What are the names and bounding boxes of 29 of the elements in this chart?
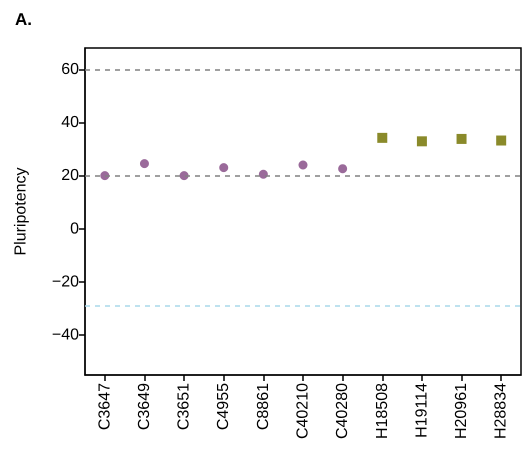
point xyxy=(496,136,506,146)
point xyxy=(140,159,149,168)
point xyxy=(416,136,427,146)
y-axis-title: Pluripotency xyxy=(12,167,30,256)
x-tick-label: C8861 xyxy=(254,382,272,430)
point xyxy=(338,164,348,174)
point xyxy=(258,170,268,179)
point xyxy=(219,163,228,172)
y-tick-label: 20 xyxy=(61,167,80,184)
point xyxy=(180,171,189,180)
x-tick-label: H19114 xyxy=(413,382,430,438)
y-tick-label: 40 xyxy=(61,114,80,131)
point xyxy=(298,160,308,170)
chart-title: A. xyxy=(15,10,32,29)
x-tick-label: C3651 xyxy=(176,382,193,430)
y-tick-label: −20 xyxy=(52,273,80,290)
x-tick-label: H18508 xyxy=(374,382,391,440)
point xyxy=(456,134,467,144)
x-tick-label: C4955 xyxy=(215,382,232,430)
x-tick-label: H28834 xyxy=(492,382,510,440)
x-tick-label: C3647 xyxy=(96,382,114,430)
x-tick-label: H20961 xyxy=(453,382,470,440)
y-tick-label: 60 xyxy=(61,60,80,78)
y-tick-label: 0 xyxy=(70,220,80,238)
point xyxy=(377,132,388,143)
x-tick-label: C40210 xyxy=(294,382,312,440)
x-tick-label: C3649 xyxy=(136,382,153,430)
x-tick-label: C40280 xyxy=(334,382,352,440)
y-tick-label: −40 xyxy=(52,326,80,344)
